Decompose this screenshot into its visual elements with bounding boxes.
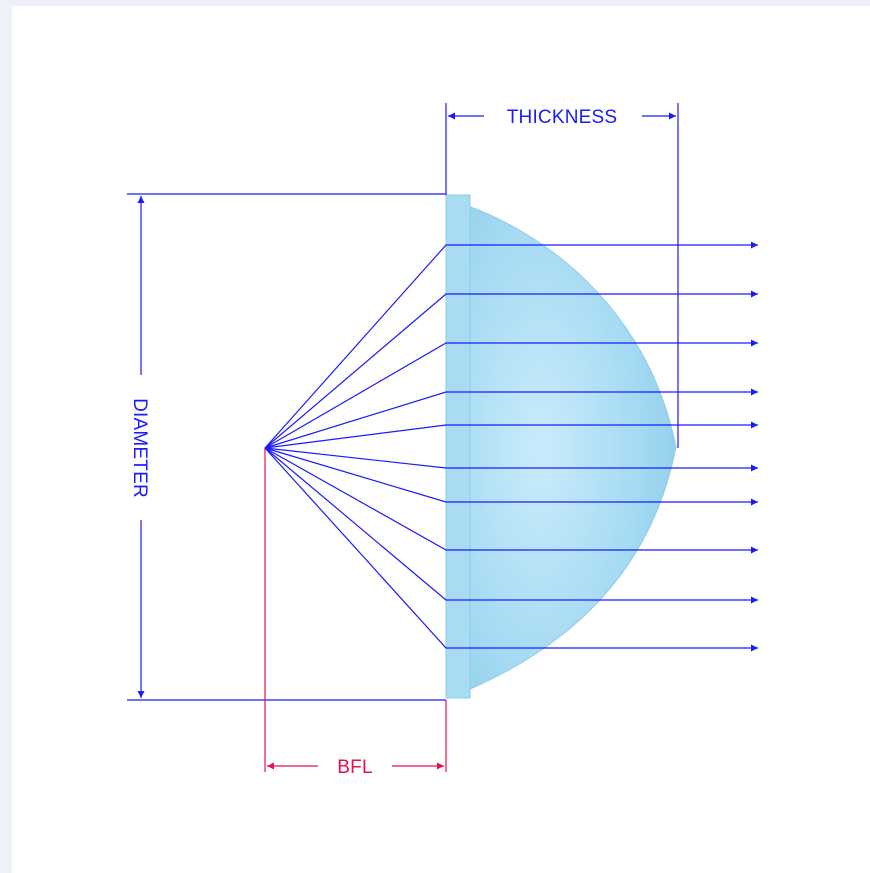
bfl-label: BFL [337,757,372,778]
ray [264,447,758,472]
lens-dome [467,205,677,691]
thickness-label: THICKNESS [507,107,618,128]
bfl-dimension [264,448,447,772]
ray [264,290,758,449]
ray [264,447,758,554]
diameter-label: DIAMETER [129,398,150,498]
thickness-dimension [445,103,679,448]
light-rays [264,241,758,652]
ray [264,447,758,506]
diagram-canvas [12,6,870,873]
ray [264,421,758,449]
ray [264,339,758,449]
lens-flange [445,194,471,699]
ray [264,388,758,449]
ray [264,241,758,449]
ray [264,447,758,604]
ray [264,447,758,652]
aspheric-lens [445,194,677,699]
diameter-dimension [127,193,446,701]
